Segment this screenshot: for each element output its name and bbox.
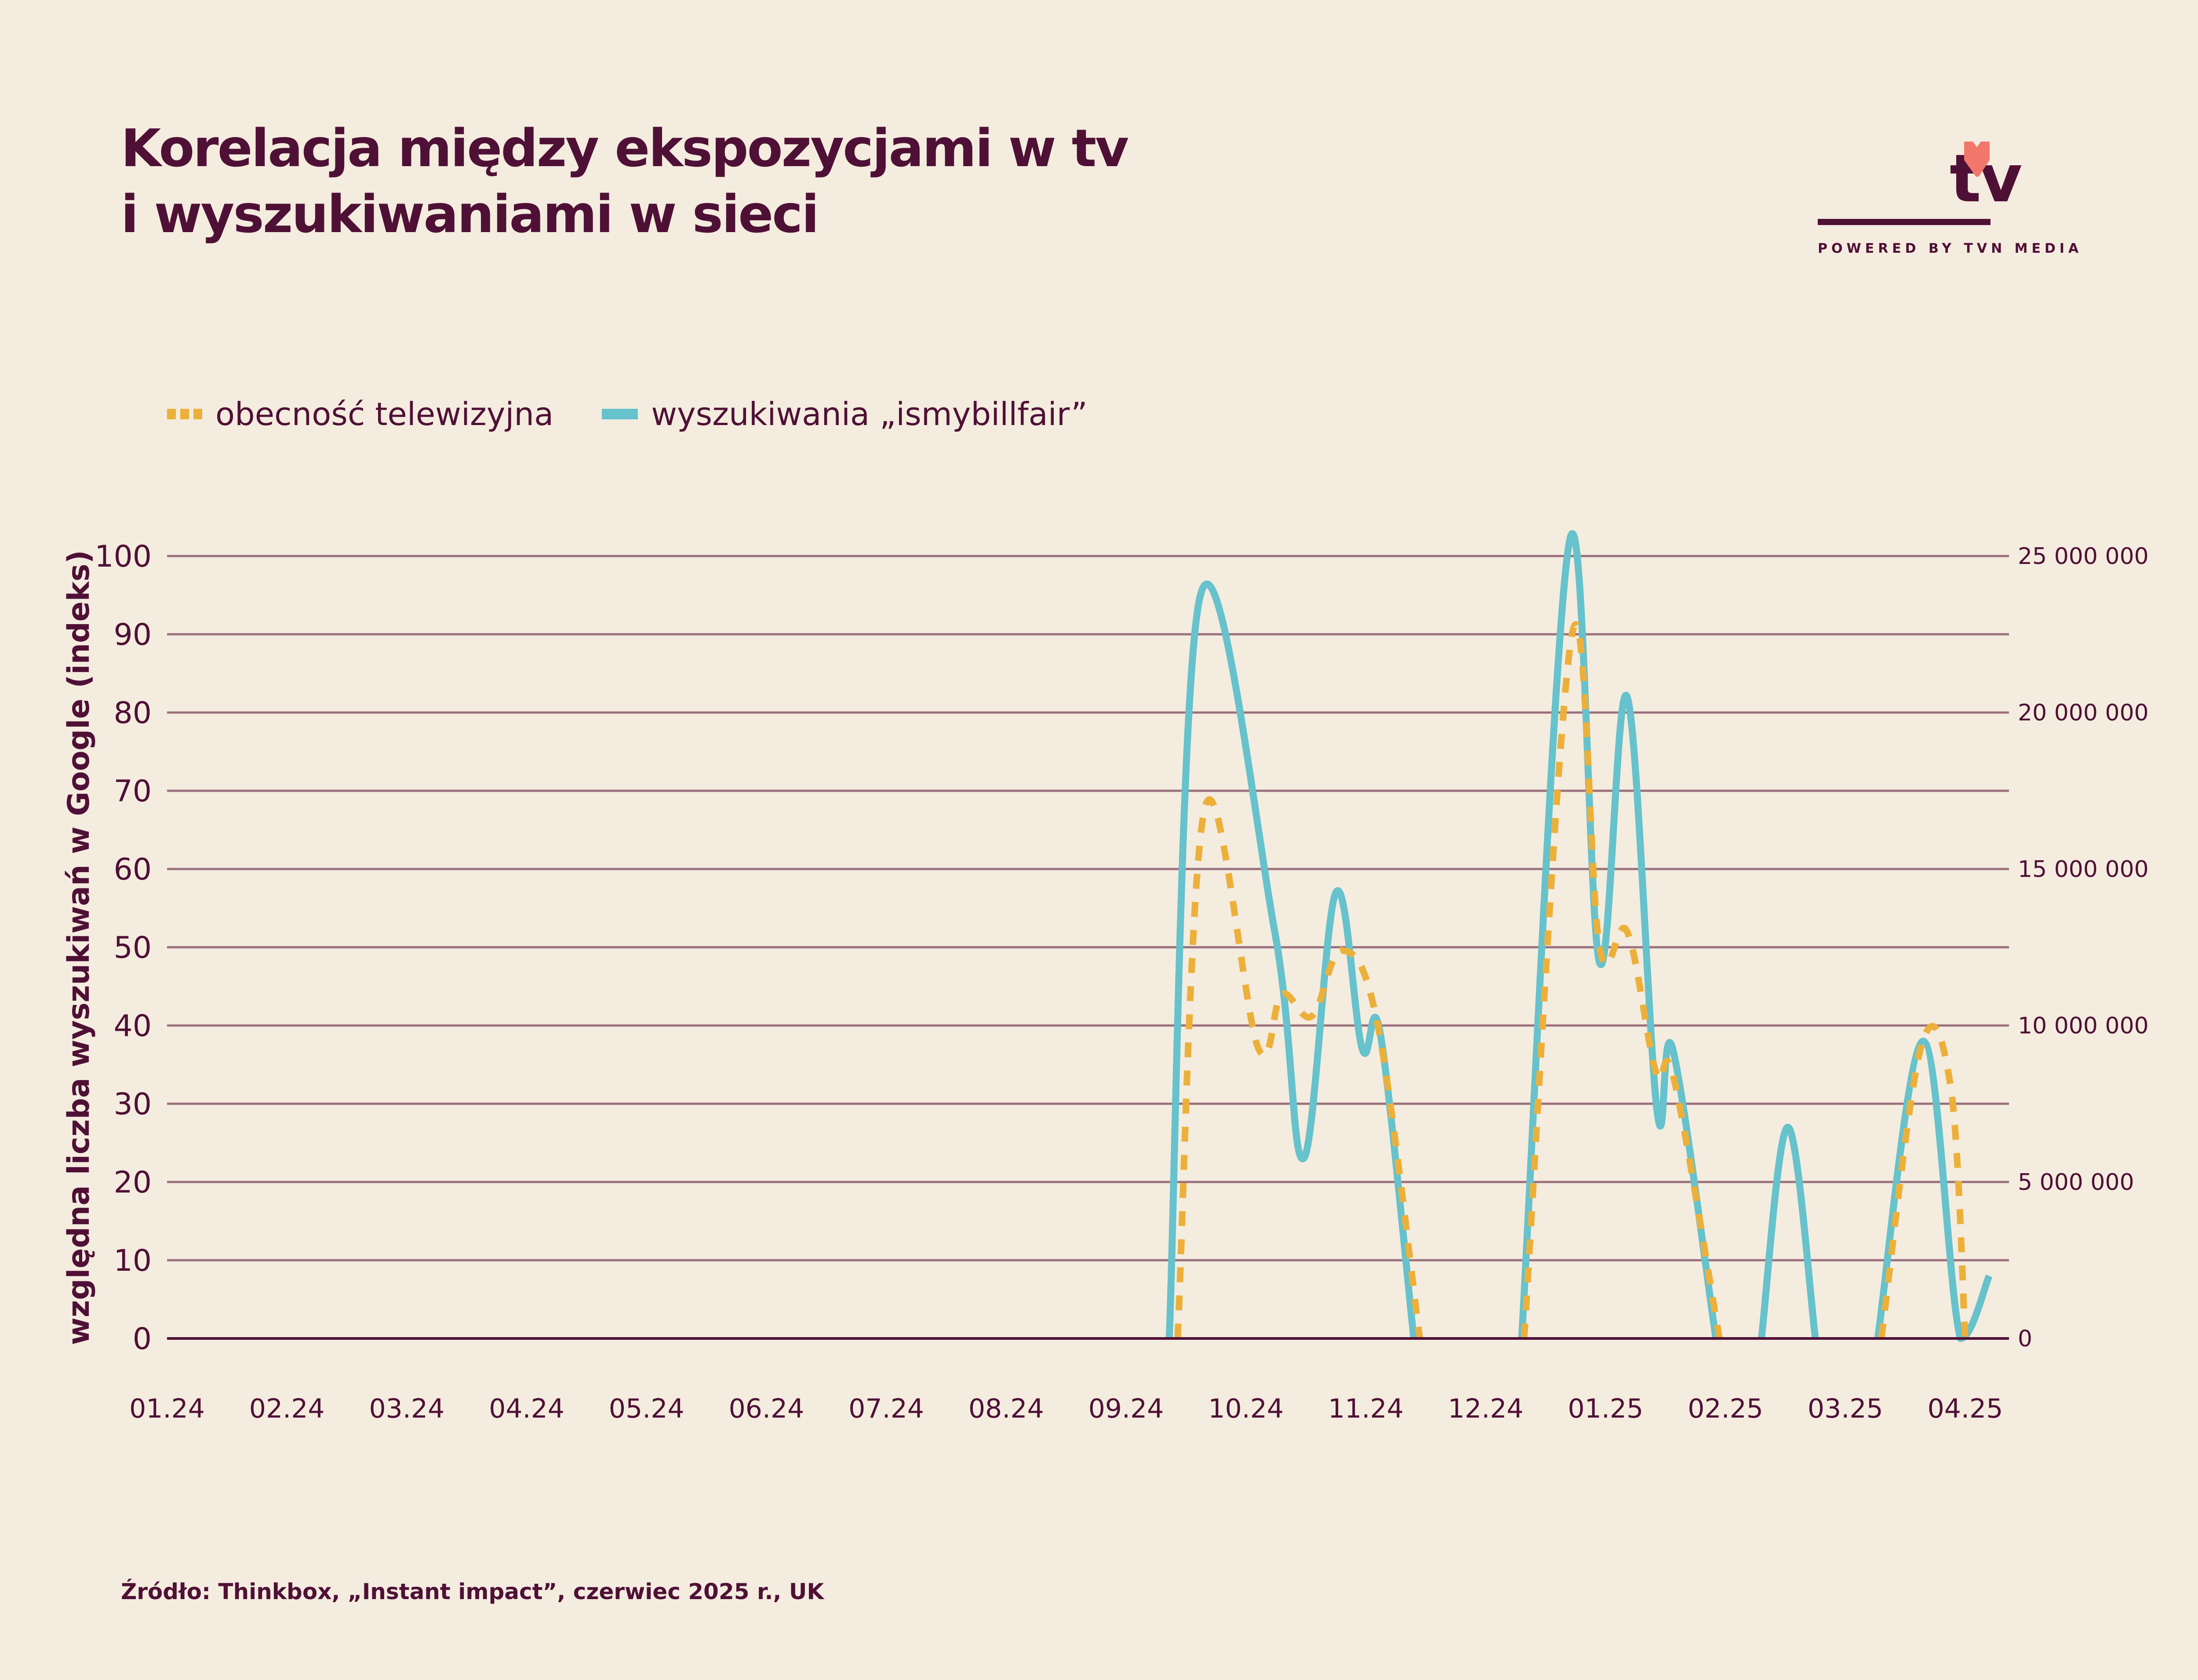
x-tick-label: 09.24: [1088, 1393, 1164, 1424]
x-tick-label: 11.24: [1328, 1393, 1404, 1424]
y2-tick-label: 0: [2018, 1326, 2032, 1352]
y2-tick-label: 25 000 000: [2018, 543, 2149, 570]
y-tick-label: 50: [113, 931, 152, 965]
x-tick-label: 02.25: [1688, 1393, 1763, 1424]
y-tick-label: 60: [113, 852, 152, 887]
chart-legend: obecność telewizyjna wyszukiwania „ismyb…: [167, 396, 1136, 433]
x-tick-label: 08.24: [968, 1393, 1044, 1424]
y-tick-label: 10: [113, 1244, 152, 1278]
x-tick-label: 01.25: [1568, 1393, 1644, 1424]
y2-tick-label: 5 000 000: [2018, 1169, 2134, 1196]
x-tick-label: 05.24: [609, 1393, 684, 1424]
tv-presence-line: [1878, 1023, 1969, 1339]
y2-tick-label: 15 000 000: [2018, 856, 2149, 883]
y-tick-label: 0: [133, 1322, 152, 1356]
y-tick-label: 40: [113, 1009, 152, 1044]
x-tick-label: 04.25: [1928, 1393, 2003, 1424]
x-tick-label: 12.24: [1448, 1393, 1524, 1424]
y-tick-label: 70: [113, 774, 152, 809]
legend-label-search: wyszukiwania „ismybillfair”: [651, 396, 1088, 433]
logo-tagline: POWERED BY TVN MEDIA: [1818, 241, 2083, 256]
search-index-line: [1758, 1124, 1819, 1339]
heart-icon: [1964, 142, 1990, 177]
grid-lines: [167, 555, 2009, 1262]
brand-logo: tv POWERED BY TVN MEDIA: [1794, 123, 2078, 268]
y-tick-label: 30: [113, 1087, 152, 1122]
x-tick-label: 04.24: [489, 1393, 564, 1424]
logo-divider: [1818, 219, 1991, 225]
tv-presence-line: [1521, 621, 1723, 1339]
dashed-line-swatch-icon: [167, 409, 202, 419]
search-index-line: [1874, 1037, 1993, 1342]
legend-item-search: wyszukiwania „ismybillfair”: [602, 396, 1088, 433]
source-note: Źródło: Thinkbox, „Instant impact”, czer…: [121, 1579, 824, 1604]
x-tick-label: 10.24: [1208, 1393, 1284, 1424]
left-axis-ticks: 0 10 20 30 40 50 60 70 80 90 100: [95, 539, 152, 1356]
y-tick-label: 100: [95, 539, 152, 574]
legend-label-tv: obecność telewizyjna: [215, 396, 554, 433]
x-axis-ticks: 01.24 02.24 03.24 04.24 05.24 06.24 07.24 08.24…: [129, 1393, 2003, 1424]
y-tick-label: 90: [113, 618, 152, 652]
right-axis-ticks: 0 5 000 000 10 000 000 15 000 000 20 000 000…: [2018, 543, 2149, 1352]
x-tick-label: 01.24: [129, 1393, 205, 1424]
y-tick-label: 20: [113, 1165, 152, 1200]
y-tick-label: 80: [113, 696, 152, 731]
title-line-2: i wyszukiwaniami w sieci: [121, 184, 819, 244]
y2-tick-label: 10 000 000: [2018, 1013, 2149, 1039]
page-title: Korelacja między ekspozycjami w tv i wys…: [121, 115, 1129, 247]
series-lines: [1165, 530, 1993, 1342]
solid-line-swatch-icon: [602, 409, 638, 419]
y2-tick-label: 20 000 000: [2018, 700, 2149, 726]
title-line-1: Korelacja między ekspozycjami w tv: [121, 118, 1129, 178]
search-index-line: [1518, 530, 1720, 1339]
x-tick-label: 03.24: [369, 1393, 445, 1424]
x-tick-label: 06.24: [729, 1393, 804, 1424]
legend-item-tv: obecność telewizyjna: [167, 396, 553, 433]
search-index-line: [1165, 581, 1418, 1339]
x-tick-label: 07.24: [848, 1393, 924, 1424]
tv-presence-line: [1174, 796, 1423, 1339]
x-tick-label: 02.24: [249, 1393, 325, 1424]
x-tick-label: 03.25: [1808, 1393, 1883, 1424]
